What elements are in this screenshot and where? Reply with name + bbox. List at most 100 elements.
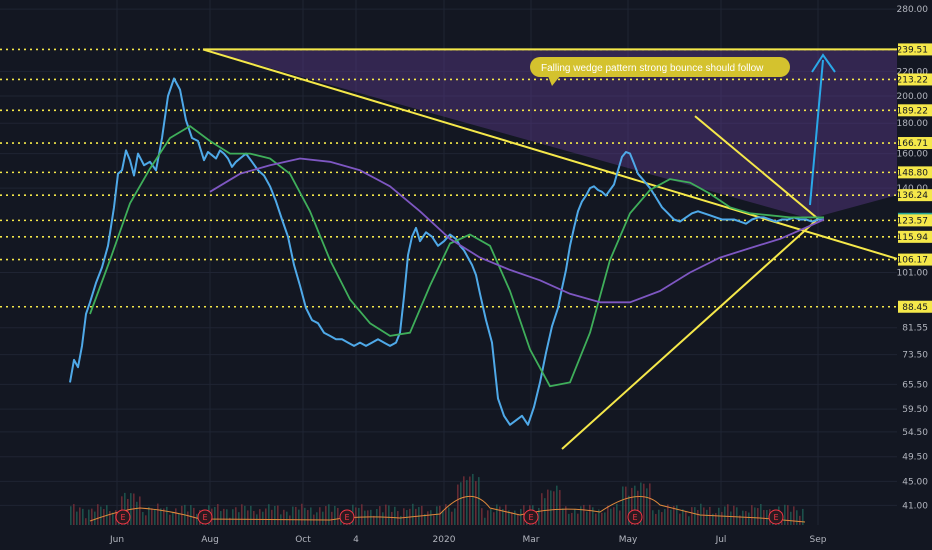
volume-bar — [247, 510, 249, 525]
volume-bar — [163, 508, 165, 525]
volume-bar — [658, 509, 660, 525]
volume-bar — [631, 487, 633, 525]
volume-bar — [550, 490, 552, 525]
y-tick-label: 49.50 — [902, 453, 928, 463]
volume-bar — [715, 513, 717, 525]
volume-bar — [793, 506, 795, 525]
x-tick-label: Jul — [715, 535, 727, 545]
y-tick-label: 180.00 — [897, 119, 929, 129]
volume-bar — [193, 507, 195, 525]
volume-bar — [649, 483, 651, 525]
volume-bar — [85, 518, 87, 525]
level-tag — [898, 214, 932, 227]
volume-bar — [325, 506, 327, 525]
volume-bar — [298, 509, 300, 525]
volume-bar — [232, 509, 234, 525]
earnings-marker-label: E — [202, 513, 207, 522]
x-tick-label: Oct — [295, 535, 311, 545]
volume-bar — [454, 508, 456, 525]
short-wedge-line — [694, 115, 819, 220]
volume-bar — [607, 505, 609, 525]
volume-bar — [574, 508, 576, 525]
volume-bar — [589, 504, 591, 525]
volume-bar — [424, 514, 426, 525]
volume-bar — [370, 509, 372, 525]
y-tick-label: 140.00 — [897, 184, 929, 194]
volume-bar — [331, 511, 333, 525]
earnings-marker-circle — [115, 509, 131, 525]
volume-bar — [274, 505, 276, 525]
volume-bar — [217, 504, 219, 525]
annotation-callout[interactable]: Falling wedge pattern strong bounce shou… — [530, 57, 790, 86]
volume-bar — [166, 506, 168, 525]
volume-bar — [571, 512, 573, 525]
volume-bar — [766, 510, 768, 525]
volume-bar — [268, 504, 270, 525]
volume-bar — [97, 504, 99, 525]
y-tick-label: 280.00 — [897, 5, 929, 15]
earnings-marker-label: E — [528, 513, 533, 522]
volume-bar — [253, 510, 255, 525]
volume-bar — [595, 513, 597, 525]
series-price — [69, 77, 824, 426]
volume-bar — [601, 512, 603, 525]
volume-bar — [481, 508, 483, 525]
level-tag — [898, 104, 932, 117]
volume-bar — [508, 510, 510, 525]
volume-bar — [304, 507, 306, 525]
volume-bar — [94, 511, 96, 525]
volume-bar — [157, 503, 159, 525]
x-tick-label: Aug — [201, 535, 219, 545]
volume-bar — [673, 505, 675, 525]
volume-bar — [616, 503, 618, 525]
volume-bar — [517, 513, 519, 525]
volume-bar — [337, 507, 339, 525]
volume-bar — [154, 508, 156, 525]
arrow-head — [811, 53, 836, 73]
volume-bar — [565, 506, 567, 525]
volume-bar — [373, 515, 375, 525]
volume-bar — [295, 506, 297, 525]
volume-bar — [697, 509, 699, 525]
volume-bar — [562, 508, 564, 525]
level-tag — [898, 73, 932, 86]
volume-bar — [547, 489, 549, 525]
volume-bar — [451, 511, 453, 525]
volume-bar — [745, 511, 747, 525]
level-tag — [898, 43, 932, 56]
volume-bar — [691, 507, 693, 525]
volume-bar — [712, 513, 714, 525]
volume-bar — [634, 485, 636, 525]
level-label: 123.57 — [897, 216, 929, 226]
level-tag — [898, 230, 932, 243]
arrow-shaft — [809, 59, 824, 206]
volume-bar — [322, 511, 324, 525]
volume-bar — [493, 512, 495, 525]
y-tick-label: 65.50 — [902, 380, 928, 390]
volume-bar — [568, 513, 570, 525]
volume-bar — [538, 507, 540, 525]
volume-bar — [355, 507, 357, 525]
volume-bar — [652, 510, 654, 525]
volume-bar — [520, 508, 522, 525]
volume-bar — [505, 504, 507, 525]
volume-bar — [787, 505, 789, 525]
volume-bar — [598, 509, 600, 525]
volume-bar — [502, 509, 504, 525]
volume-bar — [145, 515, 147, 525]
bounce-arrow — [809, 53, 836, 206]
volume-bar — [241, 504, 243, 525]
volume-bar — [73, 504, 75, 525]
level-label: 136.24 — [897, 191, 929, 201]
volume-bar — [415, 508, 417, 525]
volume-bar — [637, 490, 639, 525]
volume-bar — [511, 512, 513, 525]
volume-bar — [685, 511, 687, 525]
volume-bar — [70, 506, 72, 525]
volume-bar — [91, 508, 93, 525]
volume-bar — [757, 508, 759, 525]
volume-ma-line — [89, 495, 806, 523]
